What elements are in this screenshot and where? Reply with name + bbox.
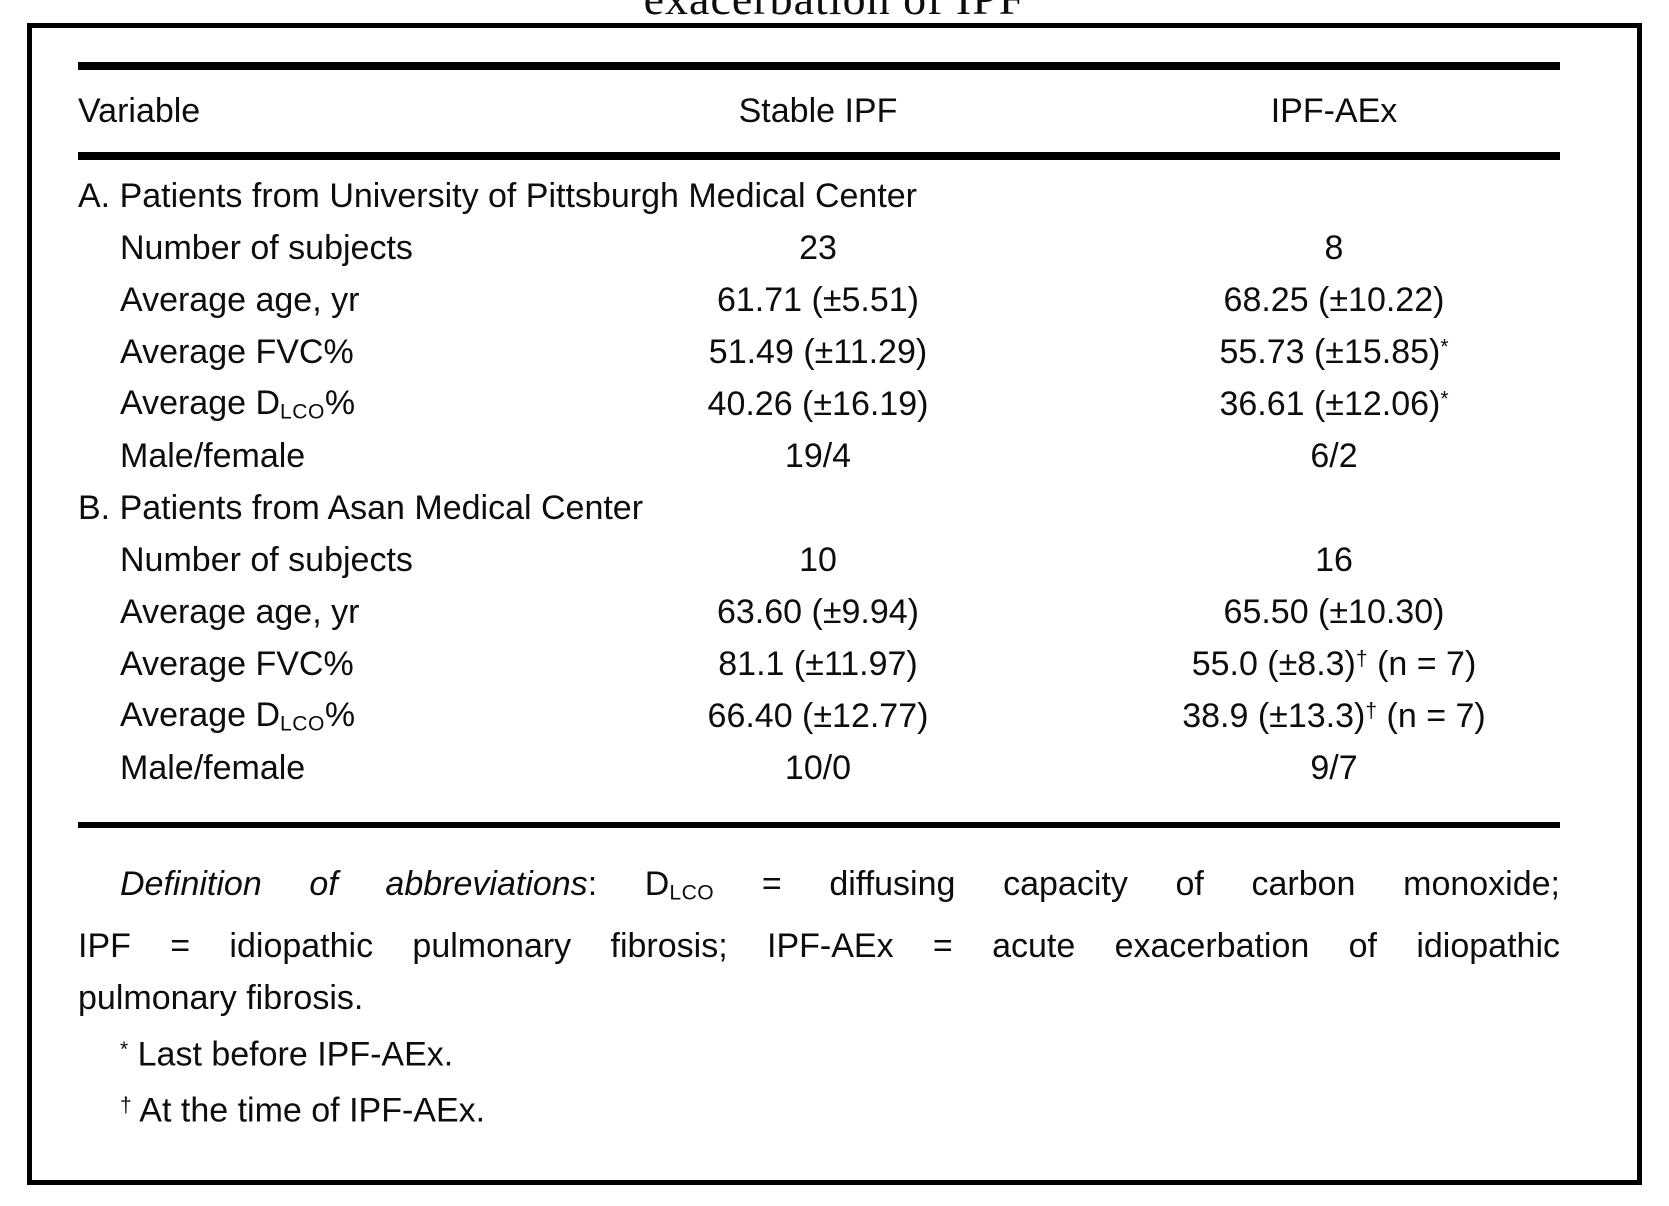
footnote-line: Definition of abbreviations: DLCO = diff…: [120, 865, 1561, 905]
table-header-row: Variable Stable IPF IPF-AEx: [78, 70, 1560, 152]
header-stable-ipf: Stable IPF: [738, 91, 898, 130]
row-stable-value: 66.40 (±12.77): [707, 696, 929, 735]
table-row: Average age, yr 63.60 (±9.94) 65.50 (±10.3…: [78, 586, 1560, 638]
row-aex-value: 9/7: [1310, 748, 1358, 787]
footnote-line: IPF = idiopathic pulmonary fibrosis; IPF…: [78, 926, 1560, 965]
footnote-line: pulmonary fibrosis.: [78, 978, 364, 1017]
footnote-line: † At the time of IPF-AEx.: [120, 1091, 486, 1130]
table-content: Variable Stable IPF IPF-AEx A. Patients …: [78, 62, 1560, 1137]
row-variable: Number of subjects: [120, 228, 413, 267]
row-stable-value: 19/4: [784, 436, 852, 475]
row-variable: Average DLCO%: [120, 695, 356, 736]
row-aex-value: 65.50 (±10.30): [1223, 592, 1445, 631]
footnote-italic-lead: Definition of abbreviations: [120, 865, 588, 903]
rule-body-bottom: [78, 822, 1560, 828]
table-row: Male/female 10/0 9/7: [78, 742, 1560, 794]
row-stable-value: 81.1 (±11.97): [718, 644, 918, 683]
rule-header-bottom: [78, 152, 1560, 160]
row-aex-value: 38.9 (±13.3)† (n = 7): [1182, 696, 1486, 735]
footnotes: Definition of abbreviations: DLCO = diff…: [78, 858, 1560, 1137]
row-variable: Male/female: [120, 748, 306, 787]
table-body: A. Patients from University of Pittsburg…: [78, 160, 1560, 822]
row-stable-value: 10: [799, 540, 837, 579]
row-stable-value: 40.26 (±16.19): [707, 384, 929, 423]
row-variable: Average FVC%: [120, 332, 354, 371]
row-stable-value: 63.60 (±9.94): [716, 592, 919, 631]
section-label: B. Patients from Asan Medical Center: [78, 489, 644, 527]
row-stable-value: 10/0: [784, 748, 852, 787]
row-aex-value: 55.0 (±8.3)† (n = 7): [1191, 644, 1477, 683]
row-variable: Average FVC%: [120, 644, 354, 683]
row-stable-value: 61.71 (±5.51): [716, 280, 919, 319]
rule-table-top: [78, 62, 1560, 70]
table-row: Number of subjects 10 16: [78, 534, 1560, 586]
row-aex-value: 16: [1315, 540, 1353, 579]
row-aex-value: 8: [1324, 228, 1344, 267]
table-row: Average age, yr 61.71 (±5.51) 68.25 (±10.2…: [78, 274, 1560, 326]
row-aex-value: 36.61 (±12.06)*: [1219, 384, 1449, 423]
row-variable: Average age, yr: [120, 280, 360, 319]
row-aex-value: 68.25 (±10.22): [1223, 280, 1445, 319]
table-outer-border: Variable Stable IPF IPF-AEx A. Patients …: [27, 23, 1642, 1185]
footnote-line: * Last before IPF-AEx.: [120, 1035, 454, 1074]
table-row: Average FVC% 81.1 (±11.97) 55.0 (±8.3)† (n…: [78, 638, 1560, 690]
table-row: Average FVC% 51.49 (±11.29) 55.73 (±15.85)…: [78, 326, 1560, 378]
row-variable: Average DLCO%: [120, 383, 356, 424]
row-stable-value: 23: [799, 228, 837, 267]
table-row: Average DLCO% 40.26 (±16.19) 36.61 (±12.06…: [78, 378, 1560, 430]
section-label: A. Patients from University of Pittsburg…: [78, 177, 917, 215]
header-variable: Variable: [78, 91, 201, 130]
table-row: Average DLCO% 66.40 (±12.77) 38.9 (±13.3)†…: [78, 690, 1560, 742]
row-variable: Number of subjects: [120, 540, 413, 579]
row-variable: Average age, yr: [120, 592, 360, 631]
page-title-partial: exacerbation of IPF: [27, 0, 1642, 22]
row-stable-value: 51.49 (±11.29): [708, 332, 928, 371]
header-ipf-aex: IPF-AEx: [1270, 91, 1398, 130]
table-row: Number of subjects 23 8: [78, 222, 1560, 274]
table-row: Male/female 19/4 6/2: [78, 430, 1560, 482]
row-aex-value: 55.73 (±15.85)*: [1219, 332, 1449, 371]
row-aex-value: 6/2: [1310, 436, 1358, 475]
row-variable: Male/female: [120, 436, 306, 475]
